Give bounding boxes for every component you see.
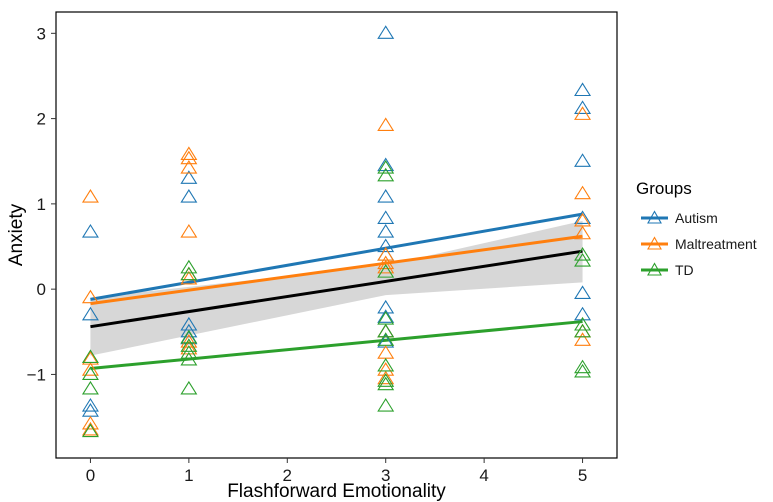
x-axis-title: Flashforward Emotionality	[227, 481, 446, 502]
data-point-td	[81, 423, 99, 438]
legend-label: Autism	[675, 210, 718, 226]
x-tick-label: 2	[283, 466, 292, 485]
x-tick-label: 0	[86, 466, 95, 485]
data-point-maltreatment	[180, 270, 198, 285]
fit-line-overall	[90, 249, 583, 329]
data-point-autism	[377, 25, 395, 39]
data-point-td	[180, 338, 198, 352]
data-point-maltreatment	[81, 421, 99, 436]
data-point-autism	[574, 306, 592, 321]
data-point-td	[81, 349, 99, 363]
y-tick-label: −1	[27, 365, 46, 384]
data-point-td	[81, 366, 99, 381]
data-point-maltreatment	[377, 259, 395, 274]
data-point-autism	[377, 189, 395, 203]
data-point-td	[180, 345, 198, 359]
data-point-td	[180, 259, 198, 274]
fit-line-autism	[90, 212, 583, 301]
fit-line-maltreatment	[90, 234, 583, 306]
data-point-maltreatment	[180, 146, 198, 161]
plot-panel-border	[55, 11, 618, 459]
data-point-autism	[574, 153, 592, 167]
data-point-autism	[81, 223, 99, 238]
data-point-autism	[574, 210, 592, 224]
data-point-autism	[377, 238, 395, 253]
data-point-maltreatment	[180, 160, 198, 174]
data-point-maltreatment	[81, 415, 99, 430]
x-tick-label: 3	[381, 466, 390, 485]
data-point-maltreatment	[180, 150, 198, 165]
data-point-maltreatment	[377, 345, 395, 359]
data-point-autism	[81, 306, 99, 321]
data-point-td	[574, 246, 592, 261]
data-point-td	[377, 373, 395, 387]
data-point-autism	[180, 189, 198, 203]
data-point-td	[377, 332, 395, 346]
y-tick-label: 1	[37, 195, 46, 214]
data-point-td	[377, 167, 395, 182]
legend-label: Maltreatment	[675, 236, 757, 252]
data-point-maltreatment	[377, 255, 395, 270]
data-point-maltreatment	[180, 223, 198, 238]
y-tick-label: 0	[37, 280, 46, 299]
data-point-td	[377, 264, 395, 278]
data-point-td	[574, 363, 592, 378]
data-point-maltreatment	[81, 362, 99, 376]
y-tick-label: 3	[37, 24, 46, 43]
data-point-autism	[574, 82, 592, 97]
data-point-maltreatment	[574, 332, 592, 346]
fit-lines-layer	[90, 212, 583, 370]
data-point-maltreatment	[81, 189, 99, 203]
data-point-autism	[574, 100, 592, 114]
data-point-autism	[377, 210, 395, 224]
y-tick-label: 2	[37, 110, 46, 129]
data-point-maltreatment	[574, 225, 592, 240]
x-tick-label: 1	[184, 466, 193, 485]
data-point-autism	[574, 285, 592, 300]
x-axis: 0 1 2 3 4 5	[86, 458, 587, 485]
data-point-autism	[81, 397, 99, 412]
data-point-autism	[377, 157, 395, 172]
legend: Groups Autism Maltreatment TD	[636, 179, 757, 278]
x-tick-label: 5	[578, 466, 587, 485]
data-point-maltreatment	[574, 106, 592, 120]
data-point-td	[377, 357, 395, 372]
data-point-maltreatment	[377, 117, 395, 132]
data-point-autism	[81, 403, 99, 417]
data-point-td	[377, 397, 395, 412]
legend-title: Groups	[636, 179, 692, 198]
y-axis: −1 0 1 2 3	[27, 24, 56, 384]
data-point-autism	[180, 323, 198, 338]
data-point-td	[574, 316, 592, 331]
data-point-autism	[377, 309, 395, 323]
data-point-td	[180, 266, 198, 281]
data-point-maltreatment	[574, 185, 592, 200]
data-point-td	[180, 351, 198, 366]
data-point-td	[180, 380, 198, 395]
data-point-td	[377, 376, 395, 391]
legend-key-marker	[647, 262, 662, 276]
y-axis-title: Anxiety	[6, 203, 27, 266]
data-point-maltreatment	[377, 370, 395, 385]
data-point-td	[377, 160, 395, 174]
data-point-td	[377, 323, 395, 338]
legend-key-marker	[647, 236, 662, 250]
data-point-autism	[377, 223, 395, 238]
fit-line-td	[90, 320, 583, 370]
x-tick-label: 4	[479, 466, 488, 485]
data-point-td	[81, 380, 99, 395]
legend-label: TD	[675, 262, 694, 278]
data-point-td	[574, 359, 592, 374]
data-point-autism	[180, 170, 198, 184]
data-point-maltreatment	[81, 289, 99, 304]
data-points-layer	[81, 25, 592, 438]
data-point-td	[574, 252, 592, 267]
data-point-td	[180, 329, 198, 344]
legend-key-marker	[647, 210, 662, 224]
data-point-td	[574, 323, 592, 338]
